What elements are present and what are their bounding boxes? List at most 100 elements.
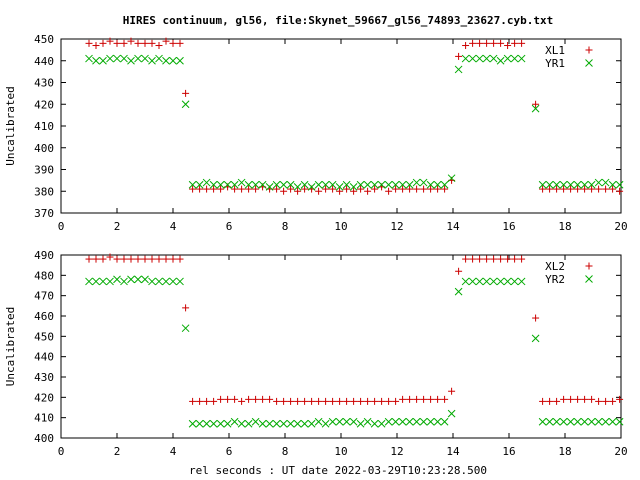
x-tick-label: 12 xyxy=(390,220,403,233)
data-point xyxy=(504,42,512,50)
data-point xyxy=(531,104,540,113)
legend-label: YR1 xyxy=(545,57,565,70)
data-point xyxy=(251,180,260,189)
data-point xyxy=(127,275,135,284)
x-tick-label: 8 xyxy=(282,445,289,458)
data-point xyxy=(440,417,449,426)
data-point xyxy=(300,419,309,428)
data-point xyxy=(92,255,100,263)
data-point xyxy=(195,419,204,428)
data-point xyxy=(134,39,142,47)
data-point xyxy=(363,180,372,189)
data-point xyxy=(182,89,190,97)
data-point xyxy=(518,255,526,263)
data-point xyxy=(294,397,302,405)
data-point xyxy=(511,255,519,263)
data-point xyxy=(560,185,568,193)
data-point xyxy=(273,397,281,405)
data-point xyxy=(245,395,253,403)
data-point xyxy=(371,397,379,405)
y-tick-label: 390 xyxy=(34,164,54,177)
data-point xyxy=(427,185,435,193)
data-point xyxy=(559,417,568,426)
data-point xyxy=(224,395,232,403)
data-point xyxy=(209,180,218,189)
data-point xyxy=(560,395,568,403)
data-point xyxy=(148,277,156,286)
data-point xyxy=(406,185,414,193)
data-point xyxy=(616,187,624,195)
data-point xyxy=(286,419,295,428)
data-point xyxy=(106,277,114,286)
data-point xyxy=(181,100,190,109)
data-point xyxy=(141,54,149,63)
data-point xyxy=(594,178,603,187)
x-tick-label: 2 xyxy=(114,445,121,458)
data-point xyxy=(188,419,197,428)
data-point xyxy=(356,180,365,189)
x-tick-label: 18 xyxy=(558,220,571,233)
data-point xyxy=(287,397,295,405)
x-tick-label: 0 xyxy=(58,445,65,458)
data-point xyxy=(356,419,365,428)
data-point xyxy=(553,397,561,405)
data-point xyxy=(141,275,149,284)
data-point xyxy=(398,180,407,189)
legend-label: XL1 xyxy=(545,44,565,57)
data-point xyxy=(176,277,184,286)
data-point xyxy=(581,395,589,403)
data-point xyxy=(475,54,484,63)
data-point xyxy=(391,417,400,426)
data-point xyxy=(601,178,610,187)
data-point xyxy=(349,417,358,426)
data-point xyxy=(322,397,330,405)
data-point xyxy=(99,255,107,263)
data-point xyxy=(189,185,197,193)
data-point xyxy=(433,180,442,189)
data-point xyxy=(434,185,442,193)
data-point xyxy=(272,180,281,189)
data-point xyxy=(616,395,624,403)
data-point xyxy=(552,417,561,426)
y-tick-label: 440 xyxy=(34,55,54,68)
data-point xyxy=(141,39,149,47)
data-point xyxy=(538,417,547,426)
data-point xyxy=(336,397,344,405)
data-point xyxy=(99,277,107,286)
data-point xyxy=(608,180,617,189)
data-point xyxy=(434,395,442,403)
data-point xyxy=(461,54,470,63)
plot-frame xyxy=(60,38,622,214)
data-point xyxy=(588,395,596,403)
top-panel: 0 2 4 6 8 10 12 14 16 18 20 370 380 390 400 410 420 430 44… xyxy=(4,33,628,233)
y-tick-label: 400 xyxy=(34,142,54,155)
data-point xyxy=(155,54,163,63)
data-point xyxy=(371,185,379,193)
legend-label: XL2 xyxy=(545,260,565,273)
data-point xyxy=(440,180,449,189)
data-point xyxy=(350,187,358,195)
series-YR1 xyxy=(85,54,624,191)
data-point xyxy=(426,417,435,426)
data-point xyxy=(447,409,456,418)
data-point xyxy=(385,397,393,405)
data-point xyxy=(169,255,177,263)
data-point xyxy=(223,419,232,428)
data-point xyxy=(601,417,610,426)
data-point xyxy=(441,395,449,403)
data-point xyxy=(384,417,393,426)
data-point xyxy=(252,395,260,403)
data-point xyxy=(377,419,386,428)
x-tick-label: 14 xyxy=(446,220,460,233)
data-point xyxy=(433,417,442,426)
data-point xyxy=(595,397,603,405)
data-point xyxy=(608,417,617,426)
legend-marker xyxy=(585,262,593,270)
data-point xyxy=(336,187,344,195)
x-tick-label: 20 xyxy=(614,220,627,233)
data-point xyxy=(574,185,582,193)
data-point xyxy=(237,178,246,187)
data-point xyxy=(392,185,400,193)
data-point xyxy=(314,417,323,426)
data-point xyxy=(461,277,470,286)
